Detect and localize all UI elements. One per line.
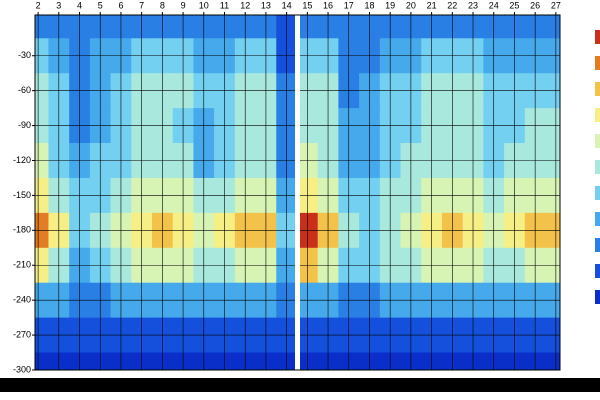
x-tick-label: 2 bbox=[36, 0, 41, 10]
x-tick-label: 14 bbox=[282, 0, 292, 10]
color-swatch bbox=[595, 134, 600, 148]
plot-frame bbox=[34, 14, 561, 371]
x-tick-label: 7 bbox=[139, 0, 144, 10]
y-tick-label: -270 bbox=[13, 329, 31, 339]
x-tick-label: 10 bbox=[199, 0, 209, 10]
color-swatch bbox=[595, 290, 600, 304]
bottom-bar bbox=[0, 378, 600, 392]
x-tick-label: 27 bbox=[551, 0, 561, 10]
x-tick-label: 12 bbox=[240, 0, 250, 10]
x-tick-label: 16 bbox=[323, 0, 333, 10]
color-swatch bbox=[595, 30, 600, 44]
cell bbox=[545, 15, 560, 39]
color-swatch bbox=[595, 56, 600, 70]
color-swatch bbox=[595, 212, 600, 226]
x-tick-label: 8 bbox=[160, 0, 165, 10]
y-tick-label: -180 bbox=[13, 225, 31, 235]
x-tick-label: 25 bbox=[509, 0, 519, 10]
y-tick-label: -210 bbox=[13, 260, 31, 270]
y-tick-label: -240 bbox=[13, 295, 31, 305]
color-swatch bbox=[595, 108, 600, 122]
x-tick-label: 20 bbox=[406, 0, 416, 10]
x-tick-label: 18 bbox=[364, 0, 374, 10]
x-tick-label: 17 bbox=[344, 0, 354, 10]
color-swatch bbox=[595, 186, 600, 200]
y-tick-label: -90 bbox=[18, 120, 31, 130]
x-tick-label: 13 bbox=[261, 0, 271, 10]
x-tick-label: 26 bbox=[530, 0, 540, 10]
y-tick-label: -120 bbox=[13, 155, 31, 165]
x-tick-label: 4 bbox=[77, 0, 82, 10]
color-swatch bbox=[595, 238, 600, 252]
x-tick-label: 3 bbox=[56, 0, 61, 10]
x-tick-label: 23 bbox=[468, 0, 478, 10]
y-tick-label: -30 bbox=[18, 50, 31, 60]
color-swatch bbox=[595, 264, 600, 278]
x-tick-label: 15 bbox=[302, 0, 312, 10]
color-legend bbox=[595, 30, 600, 304]
grid: 2 3 4 5 6 7 8 9 10 11 12 13 14 15 16 17 18 19 20 21 22 23 24 25… bbox=[13, 0, 561, 374]
gap bbox=[295, 15, 300, 370]
x-tick-label: 19 bbox=[385, 0, 395, 10]
cell bbox=[35, 352, 49, 370]
x-tick-label: 9 bbox=[181, 0, 186, 10]
color-swatch bbox=[595, 82, 600, 96]
x-tick-label: 21 bbox=[427, 0, 437, 10]
cell bbox=[545, 352, 560, 370]
x-tick-label: 11 bbox=[220, 0, 229, 10]
y-tick-label: -60 bbox=[18, 85, 31, 95]
y-tick-label: -150 bbox=[13, 190, 31, 200]
y-tick-label: -300 bbox=[13, 364, 31, 374]
x-tick-label: 24 bbox=[489, 0, 499, 10]
x-tick-label: 6 bbox=[118, 0, 123, 10]
x-tick-label: 22 bbox=[447, 0, 457, 10]
cell bbox=[35, 15, 49, 39]
x-tick-label: 5 bbox=[98, 0, 103, 10]
color-swatch bbox=[595, 160, 600, 174]
